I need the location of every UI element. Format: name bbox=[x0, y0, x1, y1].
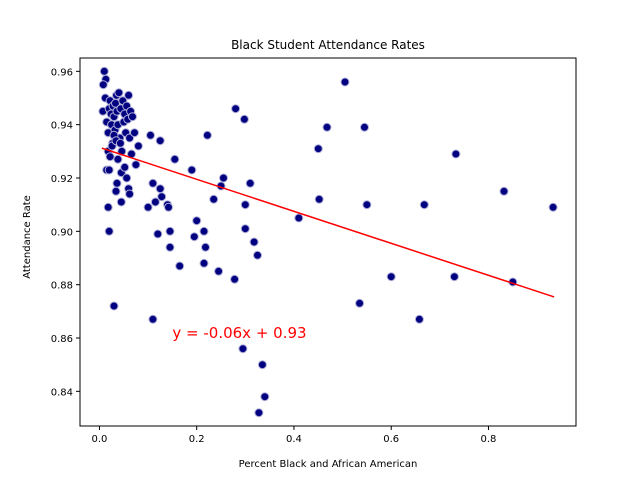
data-point bbox=[104, 226, 114, 236]
data-point bbox=[114, 88, 124, 98]
data-point bbox=[113, 154, 123, 164]
regression-layer bbox=[101, 147, 555, 298]
data-point bbox=[143, 202, 153, 212]
data-point bbox=[128, 112, 137, 122]
data-point bbox=[165, 226, 175, 236]
data-point bbox=[146, 130, 155, 140]
data-point bbox=[209, 194, 219, 204]
data-point bbox=[175, 261, 185, 271]
data-point bbox=[239, 114, 249, 124]
data-point bbox=[355, 298, 365, 308]
y-tick-label: 0.94 bbox=[51, 121, 73, 132]
data-point bbox=[105, 152, 115, 162]
data-point bbox=[419, 200, 429, 210]
y-tick-label: 0.84 bbox=[51, 387, 73, 398]
data-point bbox=[362, 200, 372, 210]
data-point bbox=[240, 224, 250, 234]
y-axis-label: Attendance Rate bbox=[22, 195, 33, 279]
x-tick-label: 0.4 bbox=[286, 434, 302, 445]
x-axis-label: Percent Black and African American bbox=[239, 459, 418, 470]
data-point bbox=[133, 141, 143, 151]
y-tick-label: 0.88 bbox=[51, 281, 73, 292]
data-point bbox=[148, 178, 158, 188]
data-point bbox=[340, 77, 350, 87]
data-point bbox=[124, 90, 134, 100]
data-point bbox=[116, 197, 126, 207]
regression-line bbox=[101, 147, 555, 298]
y-tick-label: 0.92 bbox=[51, 174, 73, 185]
data-point bbox=[157, 192, 167, 202]
y-tick-label: 0.90 bbox=[51, 227, 73, 238]
x-tick-label: 0.0 bbox=[91, 434, 107, 445]
x-tick-label: 0.8 bbox=[481, 434, 497, 445]
data-point bbox=[187, 165, 197, 175]
data-point bbox=[189, 232, 199, 242]
data-point bbox=[115, 138, 125, 148]
plot-frame bbox=[79, 57, 577, 427]
data-point bbox=[294, 213, 304, 223]
data-point bbox=[99, 66, 109, 76]
data-point bbox=[199, 258, 209, 268]
data-point bbox=[98, 80, 108, 90]
data-point bbox=[111, 186, 121, 196]
data-point bbox=[449, 272, 459, 282]
data-point bbox=[192, 216, 202, 226]
data-point bbox=[254, 408, 264, 418]
data-point bbox=[360, 122, 369, 132]
regression-equation: y = -0.06x + 0.93 bbox=[172, 324, 306, 342]
data-point bbox=[155, 136, 165, 146]
data-point bbox=[313, 144, 323, 154]
data-point bbox=[164, 202, 173, 212]
data-point bbox=[214, 266, 224, 276]
y-tick-label: 0.96 bbox=[51, 67, 73, 78]
data-point bbox=[199, 226, 209, 236]
data-point bbox=[109, 301, 119, 311]
data-point bbox=[499, 186, 509, 196]
data-point bbox=[153, 229, 163, 239]
data-point bbox=[253, 250, 262, 260]
data-point bbox=[451, 149, 461, 159]
chart-title: Black Student Attendance Rates bbox=[231, 38, 425, 52]
data-point bbox=[260, 392, 270, 402]
data-point bbox=[414, 314, 424, 324]
data-point bbox=[548, 202, 558, 212]
data-point bbox=[112, 178, 122, 188]
data-point bbox=[240, 200, 250, 210]
data-point bbox=[104, 165, 114, 175]
data-point bbox=[249, 237, 259, 247]
data-point bbox=[201, 242, 210, 252]
data-point bbox=[131, 160, 141, 170]
data-point bbox=[219, 173, 228, 183]
data-point bbox=[130, 128, 139, 138]
data-point bbox=[230, 274, 240, 284]
data-point bbox=[103, 202, 113, 212]
data-point bbox=[155, 184, 165, 194]
data-point bbox=[314, 194, 324, 204]
data-point bbox=[202, 130, 212, 140]
data-point bbox=[257, 360, 267, 370]
data-point bbox=[386, 272, 396, 282]
data-point bbox=[150, 197, 160, 207]
y-tick-label: 0.86 bbox=[51, 334, 73, 345]
x-tick-label: 0.2 bbox=[189, 434, 205, 445]
data-point bbox=[165, 242, 175, 252]
data-point bbox=[245, 178, 255, 188]
data-point bbox=[322, 122, 332, 132]
data-point bbox=[125, 189, 135, 199]
data-point bbox=[238, 344, 248, 354]
x-axis: 0.0 0.2 0.4 0.6 0.8 bbox=[91, 426, 496, 445]
data-point bbox=[170, 154, 180, 164]
data-point bbox=[231, 104, 241, 114]
points-layer bbox=[98, 66, 558, 418]
y-axis: 0.84 0.86 0.88 0.90 0.92 0.94 0.96 bbox=[51, 67, 80, 398]
data-point bbox=[148, 314, 158, 324]
x-tick-label: 0.6 bbox=[383, 434, 399, 445]
data-point bbox=[120, 162, 130, 172]
data-point bbox=[122, 173, 132, 183]
